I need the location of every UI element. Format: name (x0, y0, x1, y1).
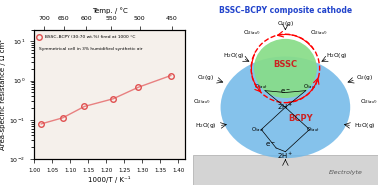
Text: O$_{2(ad)}$: O$_{2(ad)}$ (243, 29, 261, 37)
Text: BSSC–BCPY composite cathode: BSSC–BCPY composite cathode (219, 6, 352, 15)
Text: O$_{(ad)}$: O$_{(ad)}$ (254, 83, 268, 91)
Text: O$_2$(g): O$_2$(g) (197, 73, 214, 82)
Bar (193, 155, 378, 185)
Text: H$_2$O(g): H$_2$O(g) (223, 51, 244, 60)
Text: O$_{2(ad)}$: O$_{2(ad)}$ (360, 98, 377, 106)
Text: 2H$^+$: 2H$^+$ (277, 150, 294, 161)
Text: O$_2$(g): O$_2$(g) (356, 73, 374, 82)
Text: BCPY: BCPY (288, 114, 313, 123)
Text: O$_2$(g): O$_2$(g) (277, 19, 294, 28)
Text: Electrolyte: Electrolyte (329, 169, 363, 175)
Text: H$_2$O(g): H$_2$O(g) (327, 51, 348, 60)
Text: H$_2$O(g): H$_2$O(g) (195, 121, 217, 130)
Ellipse shape (220, 56, 350, 158)
Text: O$_{(ad)}$: O$_{(ad)}$ (251, 125, 265, 134)
Text: O$_{(ad)}$: O$_{(ad)}$ (302, 83, 316, 91)
Text: e$^-$: e$^-$ (265, 140, 276, 149)
Text: H$_2$O(g): H$_2$O(g) (354, 121, 376, 130)
Text: Symmetrical cell in 3% humidified synthetic air: Symmetrical cell in 3% humidified synthe… (39, 47, 143, 51)
Text: 2H$^+$: 2H$^+$ (277, 102, 294, 112)
Text: e$^-$: e$^-$ (280, 87, 291, 96)
Y-axis label: Area-specific resistance / Ω cm²: Area-specific resistance / Ω cm² (0, 39, 6, 150)
Text: O$_{2(ad)}$: O$_{2(ad)}$ (310, 29, 327, 37)
X-axis label: Temp. / °C: Temp. / °C (92, 7, 127, 14)
Text: BSSC–BCPY (30:70 wt.%) fired at 1000 °C: BSSC–BCPY (30:70 wt.%) fired at 1000 °C (45, 35, 135, 39)
Text: O$_{(ad)}$: O$_{(ad)}$ (306, 125, 320, 134)
Ellipse shape (254, 39, 317, 98)
Text: BSSC: BSSC (273, 60, 297, 69)
X-axis label: 1000/T / K⁻¹: 1000/T / K⁻¹ (88, 176, 131, 183)
Text: O$_{2(ad)}$: O$_{2(ad)}$ (194, 98, 211, 106)
